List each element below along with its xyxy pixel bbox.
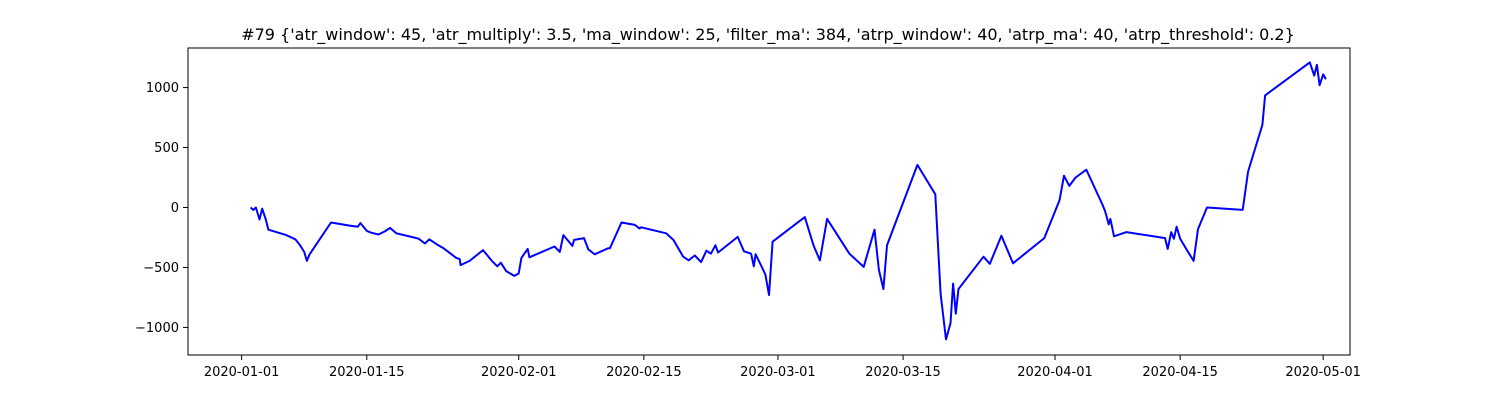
x-tick-label: 2020-02-15: [606, 365, 682, 380]
y-tick-label: −500: [143, 261, 179, 276]
y-tick-label: −1000: [135, 321, 179, 336]
x-tick-label: 2020-03-01: [740, 365, 816, 380]
y-tick-label: 1000: [146, 81, 179, 96]
y-tick-label: 0: [171, 201, 179, 216]
axis-ticks: 2020-01-01 2020-01-15 2020-02-01 2020-02-15…: [135, 81, 1361, 380]
x-tick-label: 2020-05-01: [1285, 365, 1361, 380]
x-tick-label: 2020-01-01: [204, 365, 280, 380]
series-line: [249, 61, 1327, 341]
chart-title: #79 {'atr_window': 45, 'atr_multiply': 3…: [241, 25, 1295, 45]
x-tick-label: 2020-03-15: [865, 365, 941, 380]
y-tick-label: 500: [154, 141, 179, 156]
x-tick-label: 2020-01-15: [329, 365, 405, 380]
x-tick-label: 2020-04-01: [1017, 365, 1093, 380]
x-tick-label: 2020-02-01: [481, 365, 557, 380]
plot-frame: [187, 47, 1351, 356]
x-tick-label: 2020-04-15: [1142, 365, 1218, 380]
plot-area: [249, 61, 1327, 341]
